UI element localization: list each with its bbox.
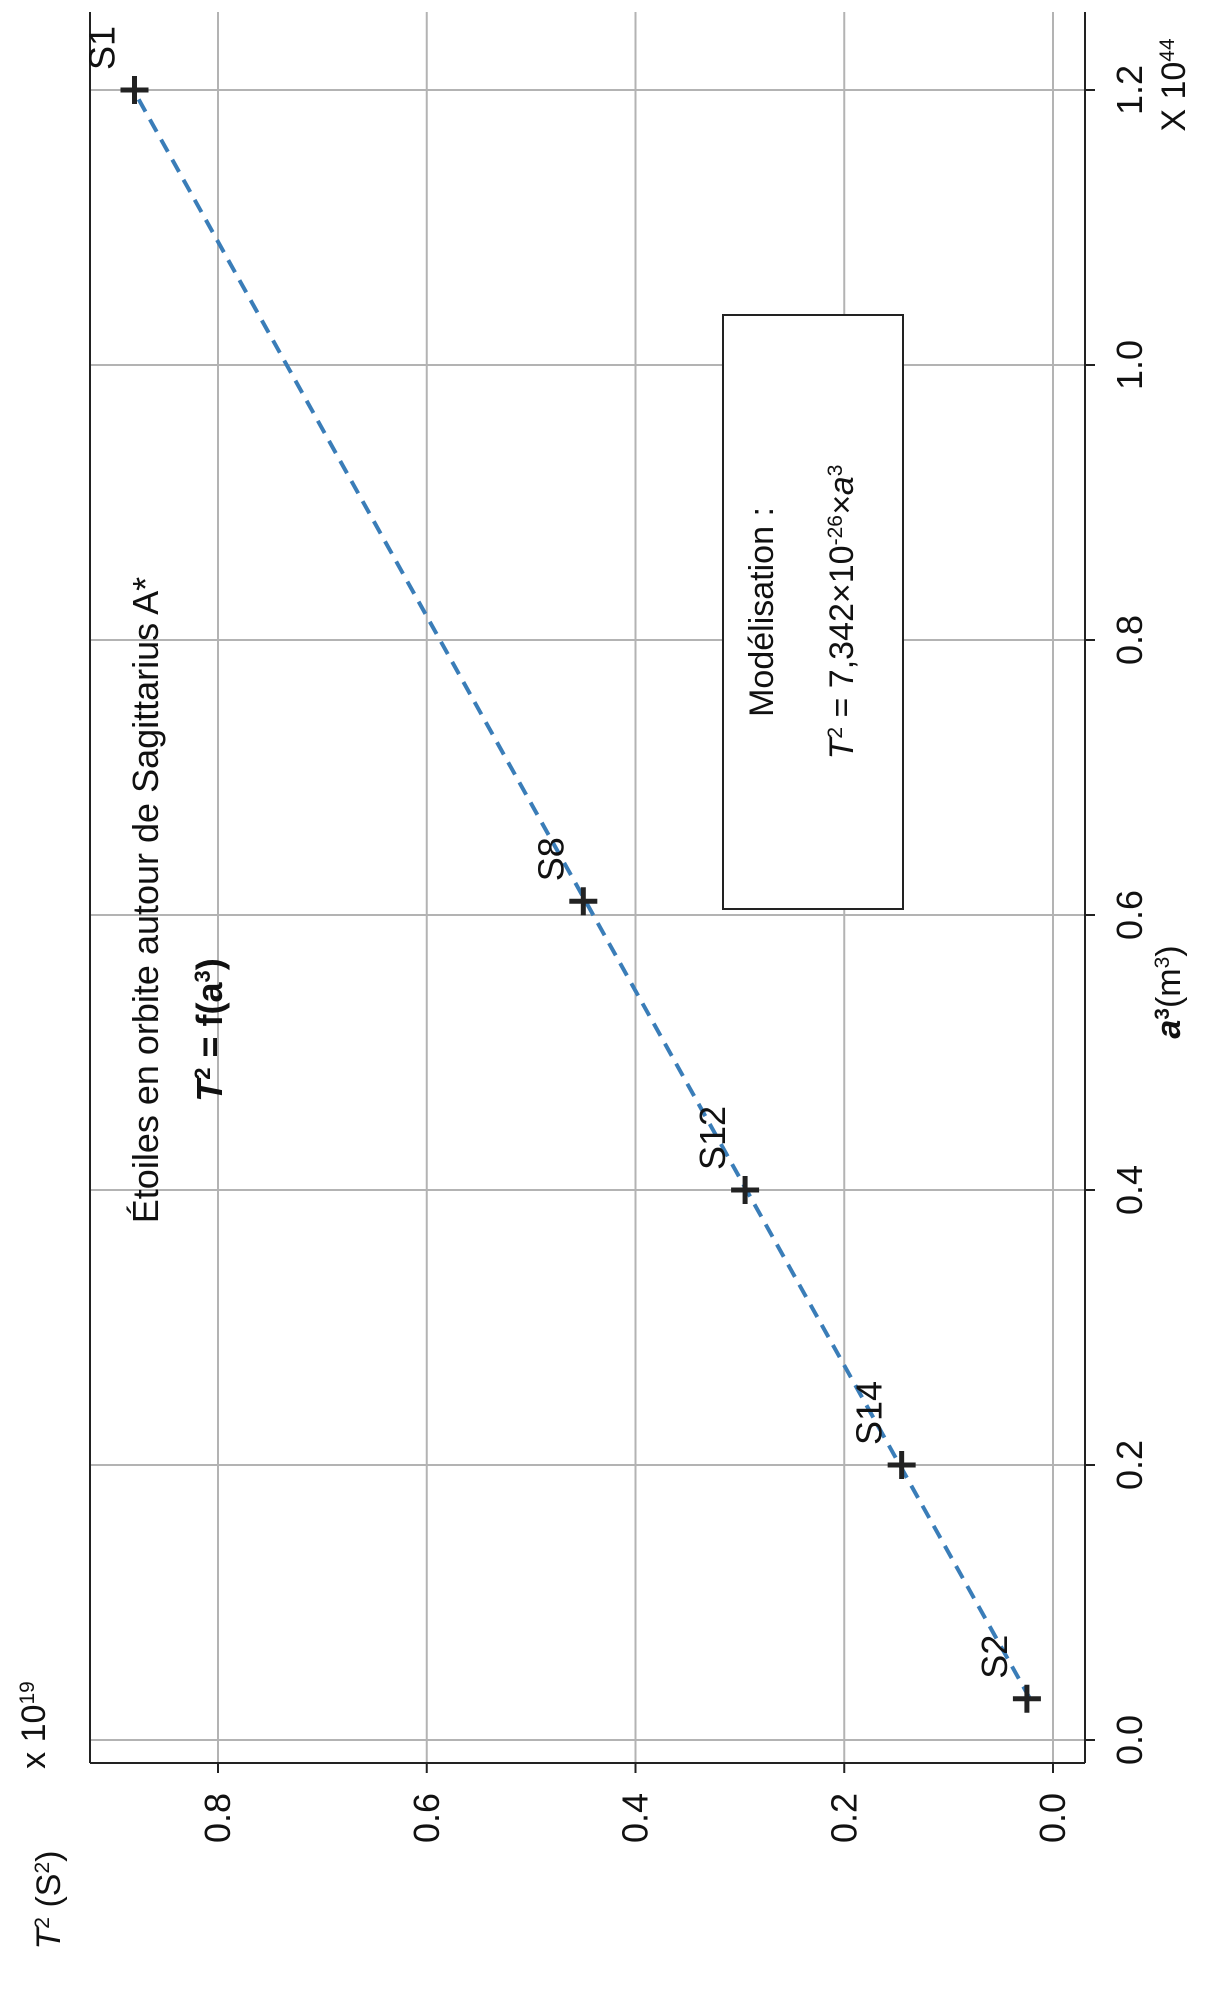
y-axis-label-part-0: T	[30, 1926, 68, 1949]
point-label-s14: S14	[849, 1381, 890, 1445]
model-box	[722, 314, 904, 910]
x-tick-label-6: 1.2	[1109, 65, 1150, 115]
point-label-s2: S2	[974, 1635, 1015, 1679]
x-tick-label-3: 0.6	[1109, 890, 1150, 940]
chart-title: Étoiles en orbite autour de Sagittarius …	[125, 577, 166, 1223]
y-tick-label-1: 0.2	[823, 1793, 864, 1843]
point-label-s1: S1	[82, 26, 123, 70]
chart-subtitle: T2 = f(a3)	[189, 958, 230, 1102]
y-axis-label: T2 (S2)	[30, 1851, 68, 1950]
tick-labels: 0.0 0.2 0.4 0.6 0.8 1.0 1.2 0.0 0.2 0.4 0.6 0.8	[197, 65, 1150, 1843]
model-box-line2-part-0: T	[823, 736, 861, 759]
chart-subtitle-part-3: 3	[190, 970, 215, 982]
point-label-s12: S12	[692, 1106, 733, 1170]
x-tick-label-4: 0.8	[1109, 615, 1150, 665]
y-axis-label-part-4: )	[30, 1851, 68, 1862]
annotations: Étoiles en orbite autour de Sagittarius …	[15, 38, 1193, 1949]
chart-subtitle-part-4: )	[189, 958, 230, 970]
y-axis-label-part-3: 2	[31, 1862, 54, 1874]
grid	[90, 12, 1085, 1763]
y-axis-label-part-2: (S	[30, 1874, 68, 1917]
chart-title-part-0: Étoiles en orbite autour de Sagittarius …	[125, 577, 166, 1223]
x-scale-note: X 1044	[1155, 38, 1193, 132]
chart-subtitle-part-0: T	[189, 1077, 230, 1102]
x-tick-label-5: 1.0	[1109, 340, 1150, 390]
plot-frame	[89, 12, 1095, 1773]
chart-subtitle-part-1: 2	[190, 1068, 215, 1080]
x-tick-label-2: 0.4	[1109, 1165, 1150, 1215]
x-tick-label-1: 0.2	[1109, 1440, 1150, 1490]
x-tick-label-0: 0.0	[1109, 1715, 1150, 1765]
x-axis-label-part-1: 3	[1151, 1008, 1174, 1020]
x-scale-note-part-1: 44	[1156, 38, 1179, 62]
x-axis-label-part-0: a	[1150, 1020, 1188, 1039]
model-box-line2-part-3: -26	[824, 515, 847, 545]
y-tick-label-2: 0.4	[615, 1793, 656, 1843]
y-tick-label-3: 0.6	[406, 1793, 447, 1843]
x-scale-note-part-0: X 10	[1155, 62, 1193, 132]
y-scale-note-part-0: x 10	[15, 1705, 53, 1769]
x-axis-label-part-3: 3	[1151, 957, 1174, 969]
point-label-s8: S8	[530, 837, 571, 881]
model-box-line2: T2 = 7,342×10-26×a3	[823, 465, 861, 760]
model-box-line1-part-0: Modélisation :	[743, 507, 781, 717]
y-tick-label-4: 0.8	[197, 1793, 238, 1843]
x-axis-label-part-2: (m	[1150, 968, 1188, 1008]
model-box-line1: Modélisation :	[743, 507, 781, 717]
y-axis-label-part-1: 2	[31, 1917, 54, 1929]
x-axis-label: a3(m3)	[1150, 945, 1188, 1038]
data-points: S2 S14 S12 S8 S1	[82, 26, 1041, 1713]
y-scale-note-part-1: 19	[16, 1681, 39, 1704]
y-scale-note: x 1019	[15, 1681, 53, 1769]
y-tick-label-0: 0.0	[1032, 1793, 1073, 1843]
model-box-line2-part-4: ×a	[823, 476, 861, 515]
model-box-line2-part-5: 3	[824, 465, 847, 477]
x-axis-label-part-4: )	[1150, 945, 1188, 956]
model-box-line2-part-1: 2	[824, 727, 847, 739]
model-box-line2-part-2: = 7,342×10	[823, 545, 861, 727]
chart-subtitle-part-2: = f(a	[189, 982, 230, 1068]
